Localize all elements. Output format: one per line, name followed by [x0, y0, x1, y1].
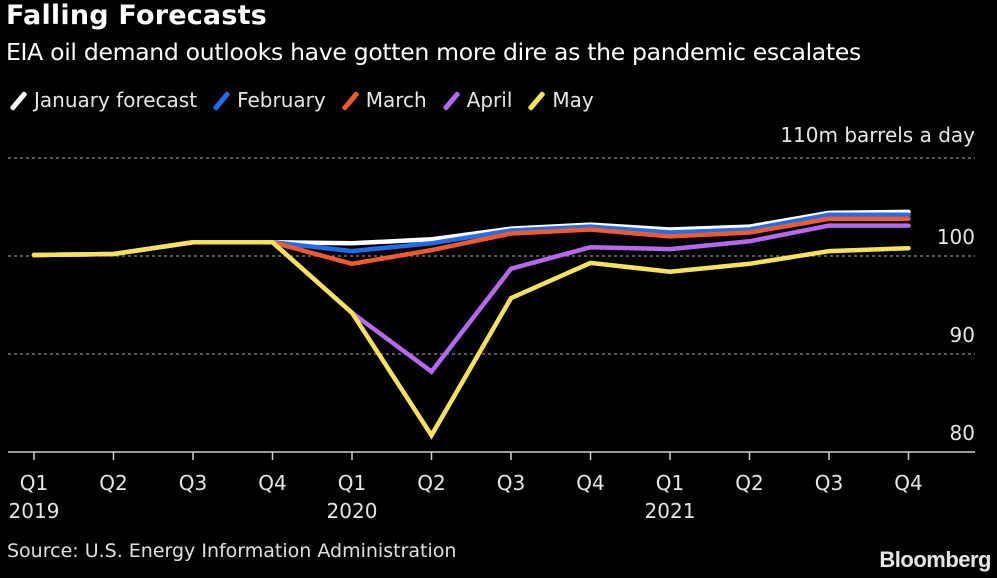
- x-year-label: 2019: [9, 499, 60, 523]
- bloomberg-logo: Bloomberg: [879, 547, 991, 572]
- y-tick-labels: 80 90 100: [937, 225, 975, 445]
- gridlines: [8, 157, 975, 355]
- x-tick-label: Q3: [497, 471, 525, 495]
- x-tick-label: Q4: [894, 471, 922, 495]
- legend-item-may: May: [526, 88, 594, 112]
- y-axis-unit-label: 110m barrels a day: [780, 123, 975, 147]
- legend-item-february: February: [211, 88, 326, 112]
- x-axis: Q1 Q2 Q3 Q4 Q1 Q2 Q3 Q4 Q1 Q2 Q3 Q4 2019 2020 2021: [8, 451, 975, 523]
- legend: January forecast February March April Ma…: [8, 88, 608, 112]
- y-tick-label: 100: [937, 225, 975, 249]
- y-tick-label: 90: [950, 323, 975, 347]
- x-year-label: 2021: [645, 499, 696, 523]
- series-line-march: [31, 216, 911, 267]
- x-year-label: 2020: [327, 499, 378, 523]
- legend-label: February: [237, 88, 326, 112]
- legend-label: April: [466, 88, 513, 112]
- legend-label: May: [552, 88, 594, 112]
- x-tick-label: Q2: [735, 471, 763, 495]
- x-tick-label: Q4: [258, 471, 286, 495]
- x-tick-label: Q1: [338, 471, 366, 495]
- chart-subtitle: EIA oil demand outlooks have gotten more…: [6, 38, 861, 66]
- legend-item-march: March: [340, 88, 427, 112]
- legend-label: January forecast: [34, 88, 198, 112]
- y-tick-label: 80: [950, 421, 975, 445]
- x-tick-label: Q1: [20, 471, 48, 495]
- series-lines: [31, 209, 911, 440]
- x-tick-label: Q3: [179, 471, 207, 495]
- x-tick-label: Q3: [815, 471, 843, 495]
- legend-item-january: January forecast: [8, 88, 197, 112]
- x-tick-label: Q2: [417, 471, 445, 495]
- source-note: Source: U.S. Energy Information Administ…: [7, 540, 457, 562]
- legend-item-april: April: [441, 88, 513, 112]
- series-line-may: [31, 240, 911, 440]
- x-tick-label: Q2: [99, 471, 127, 495]
- chart-title: Falling Forecasts: [6, 0, 267, 31]
- x-tick-label: Q4: [576, 471, 604, 495]
- x-tick-label: Q1: [656, 471, 684, 495]
- legend-label: March: [365, 88, 427, 112]
